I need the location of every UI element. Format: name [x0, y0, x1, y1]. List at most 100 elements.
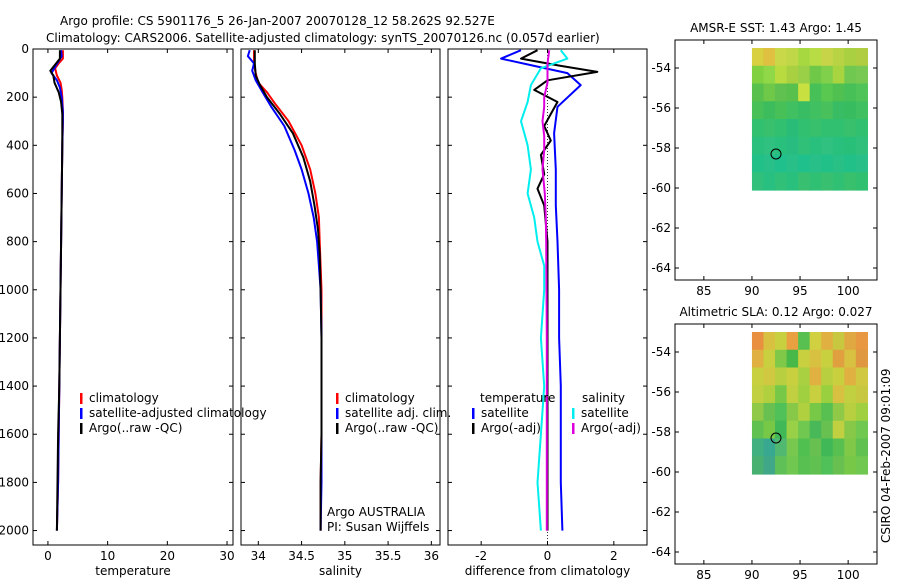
x-tick-label: 100 [837, 284, 860, 298]
plot-frame [674, 39, 878, 281]
x-tick-label: 90 [744, 568, 759, 580]
heatmap-cell [855, 119, 868, 138]
heatmap-cell [763, 420, 776, 440]
heatmap-cell [832, 172, 845, 191]
x-tick-label: -2 [475, 549, 487, 563]
heatmap-cell [763, 119, 776, 138]
legend-label: satellite adj. clim. [345, 406, 451, 420]
heatmap-cell [844, 367, 857, 386]
heatmap-cell [844, 119, 857, 138]
heatmap-cell [844, 332, 857, 351]
y-tick-label: -56 [651, 101, 671, 115]
heatmap-cell [775, 119, 788, 138]
heatmap-cell [751, 154, 765, 173]
y-tick-label: 400 [6, 138, 29, 152]
map-title: AMSR-E SST: 1.43 Argo: 1.45 [690, 21, 862, 35]
timestamp-stamp: CSIRO 04-Feb-2007 09:01:09 [879, 368, 893, 543]
x-tick-label: 36 [424, 549, 439, 563]
heatmap-cell [855, 154, 868, 173]
heatmap-cell [798, 172, 811, 191]
heatmap-cell [775, 385, 788, 404]
heatmap-cell [809, 367, 822, 386]
heatmap-cell [751, 65, 765, 85]
y-tick-label: 2000 [0, 524, 29, 538]
heatmap-cell [763, 83, 776, 102]
y-tick-label: -62 [651, 221, 671, 235]
heatmap-cell [786, 332, 799, 351]
legend-label: satellite-adjusted climatology [89, 406, 267, 420]
heatmap-cell [844, 172, 857, 191]
heatmap-cell [751, 83, 765, 102]
heatmap-cell [786, 420, 799, 440]
heatmap-cell [809, 332, 822, 351]
heatmap-cell [855, 349, 868, 369]
heatmap-cell [821, 101, 834, 120]
heatmap-cell [855, 65, 868, 85]
heatmap-cell [751, 456, 765, 475]
heatmap-cell [798, 403, 811, 422]
x-tick-label: 95 [792, 568, 807, 580]
y-tick-label: -54 [651, 345, 671, 359]
series-black-line [49, 50, 64, 531]
heatmap-cell [786, 136, 799, 156]
heatmap-cell [844, 83, 857, 102]
plot-frame [32, 48, 234, 546]
series-blue-line [500, 49, 582, 531]
map-title: Altimetric SLA: 0.12 Argo: 0.027 [679, 305, 872, 319]
heatmap-cell [751, 438, 765, 457]
legend-label: climatology [89, 391, 159, 405]
heatmap-cell [798, 456, 811, 475]
heatmap-cell [832, 101, 845, 120]
heatmap-cell [821, 172, 834, 191]
heatmap-cell [821, 83, 834, 102]
heatmap-cell [775, 65, 788, 85]
heatmap-cell [763, 154, 776, 173]
heatmap-cell [763, 136, 776, 156]
heatmap-cell [798, 101, 811, 120]
heatmap-cell [821, 65, 834, 85]
annotation-text: Argo AUSTRALIA [327, 505, 426, 519]
x-tick-label: 35.5 [375, 549, 402, 563]
heatmap-cell [809, 456, 822, 475]
heatmap-cell [786, 83, 799, 102]
heatmap-cell [798, 385, 811, 404]
heatmap-cell [786, 65, 799, 85]
heatmap-cell [751, 385, 765, 404]
heatmap-cell [832, 349, 845, 369]
y-tick-label: 1200 [0, 331, 29, 345]
heatmap-cell [775, 154, 788, 173]
heatmap-cell [821, 456, 834, 475]
heatmap-cell [786, 48, 799, 67]
y-tick-label: -58 [651, 141, 671, 155]
heatmap-cell [751, 119, 765, 138]
y-tick-label: -60 [651, 181, 671, 195]
heatmap-cell [832, 456, 845, 475]
heatmap-cell [809, 349, 822, 369]
x-tick-label: 2 [610, 549, 618, 563]
heatmap-cell [775, 438, 788, 457]
heatmap-cell [821, 154, 834, 173]
heatmap-cell [844, 420, 857, 440]
heatmap-cell [855, 420, 868, 440]
heatmap-cell [775, 420, 788, 440]
heatmap-cell [821, 438, 834, 457]
x-tick-label: 10 [100, 549, 115, 563]
y-tick-label: 800 [6, 235, 29, 249]
heatmap-cell [763, 367, 776, 386]
heatmap-cell [844, 154, 857, 173]
heatmap-cell [809, 101, 822, 120]
y-tick-label: 0 [21, 42, 29, 56]
legend-swatch [572, 423, 575, 434]
x-tick-label: 34 [251, 549, 266, 563]
heatmap-cell [798, 65, 811, 85]
heatmap-cell [844, 136, 857, 156]
heatmap-cell [751, 136, 765, 156]
heatmap-cell [809, 65, 822, 85]
heatmap-cell [751, 172, 765, 191]
heatmap-cell [751, 403, 765, 422]
legend-label: satellite [481, 406, 529, 420]
heatmap-cell [821, 349, 834, 369]
y-tick-label: -56 [651, 385, 671, 399]
heatmap-cell [775, 367, 788, 386]
heatmap-cell [798, 367, 811, 386]
